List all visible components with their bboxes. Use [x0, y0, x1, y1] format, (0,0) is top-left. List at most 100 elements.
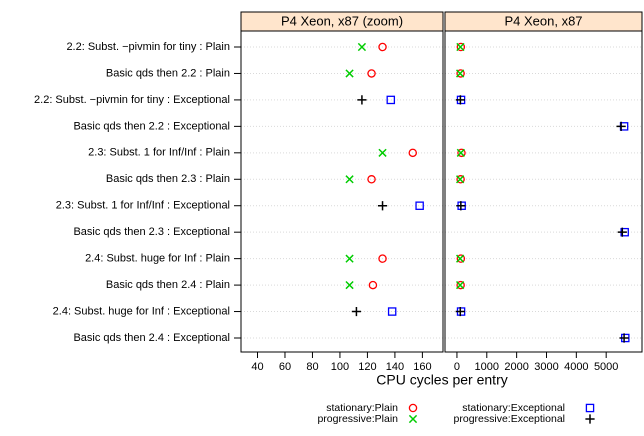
category-label: 2.4: Subst. huge for Inf : Plain [85, 253, 230, 265]
legend-symbol [585, 403, 595, 413]
x-marker [456, 42, 465, 52]
point [345, 280, 354, 290]
point [616, 121, 626, 131]
point [457, 148, 466, 158]
point [456, 175, 465, 184]
point [456, 42, 465, 52]
category-label: Basic qds then 2.4 : Exceptional [73, 332, 230, 344]
panel-title: P4 Xeon, x87 (zoom) [281, 13, 403, 28]
x-tick-label: 120 [358, 361, 376, 373]
x-axis-label: CPU cycles per entry [376, 372, 507, 388]
x-tick-label: 40 [251, 361, 263, 373]
x-marker [456, 69, 465, 78]
x-marker [408, 414, 418, 424]
x-tick-label: 0 [454, 361, 460, 373]
panel-border [240, 30, 444, 353]
category-label: 2.3: Subst. 1 for Inf/Inf : Exceptional [56, 200, 230, 212]
plus-marker [617, 227, 627, 237]
legend-symbol [408, 403, 418, 413]
point [357, 42, 367, 52]
category-label: 2.2: Subst. −pivmin for tiny : Plain [66, 41, 230, 53]
circle-marker [457, 148, 466, 158]
legend-label: progressive:Plain [317, 413, 398, 425]
x-marker [345, 280, 354, 290]
circle-marker [456, 175, 465, 184]
point [617, 227, 627, 237]
legend-label: stationary:Exceptional [462, 402, 565, 414]
x-marker [456, 254, 465, 263]
point [357, 95, 367, 105]
x-tick-label: 1000 [475, 361, 499, 373]
point [456, 254, 465, 263]
category-label: Basic qds then 2.3 : Plain [106, 173, 230, 185]
circle-marker [367, 175, 376, 184]
point [377, 201, 388, 211]
plus-marker [456, 201, 466, 211]
category-label: 2.2: Subst. −pivmin for tiny : Exception… [34, 94, 230, 106]
plus-marker [619, 333, 629, 343]
point [415, 201, 424, 210]
category-label: 2.3: Subst. 1 for Inf/Inf : Plain [88, 147, 230, 159]
point [456, 69, 465, 78]
x-marker [345, 69, 354, 78]
circle-marker [456, 280, 465, 290]
x-tick-label: 140 [386, 361, 404, 373]
point [378, 148, 387, 157]
panel-border [444, 30, 643, 353]
point [378, 254, 387, 263]
x-tick-label: 80 [306, 361, 318, 373]
circle-marker [456, 254, 466, 263]
point [378, 42, 387, 52]
circle-marker [408, 403, 418, 413]
category-label: 2.4: Subst. huge for Inf : Exceptional [53, 305, 230, 317]
point [456, 175, 465, 184]
x-tick-label: 60 [279, 361, 291, 373]
x-marker [456, 280, 465, 290]
x-marker [456, 148, 465, 157]
legend-symbol [408, 414, 418, 424]
point [456, 280, 465, 290]
x-marker [345, 254, 354, 263]
point [345, 69, 354, 78]
x-tick-label: 100 [331, 361, 349, 373]
circle-marker [368, 280, 378, 290]
point [345, 254, 354, 263]
square-marker [387, 307, 397, 316]
x-marker [345, 175, 354, 184]
circle-marker [367, 69, 376, 78]
point [408, 148, 418, 158]
point [387, 307, 397, 316]
square-marker [585, 403, 595, 413]
legend-label: progressive:Exceptional [454, 413, 565, 425]
x-tick-label: 5000 [594, 361, 618, 373]
point [455, 95, 466, 105]
category-label: Basic qds then 2.2 : Plain [106, 67, 230, 79]
x-marker [456, 175, 465, 184]
plus-marker [351, 306, 362, 317]
category-label: Basic qds then 2.4 : Plain [106, 279, 230, 291]
point [456, 201, 466, 211]
plus-marker [616, 121, 626, 131]
category-label: Basic qds then 2.3 : Exceptional [73, 226, 230, 238]
x-marker [378, 148, 387, 157]
point [456, 69, 465, 78]
point [456, 148, 465, 157]
plus-marker [377, 201, 388, 211]
point [351, 306, 362, 317]
point [456, 42, 466, 52]
panel-title: P4 Xeon, x87 [504, 13, 582, 28]
x-tick-label: 3000 [534, 361, 558, 373]
point [456, 280, 465, 290]
circle-marker [378, 42, 387, 52]
circle-marker [378, 254, 387, 263]
circle-marker [456, 42, 466, 52]
point [368, 280, 378, 290]
x-marker [357, 42, 367, 52]
plus-marker [455, 95, 466, 105]
point [386, 95, 396, 105]
plus-marker [455, 306, 465, 317]
point [456, 254, 466, 263]
x-tick-label: 2000 [504, 361, 528, 373]
point [345, 175, 354, 184]
